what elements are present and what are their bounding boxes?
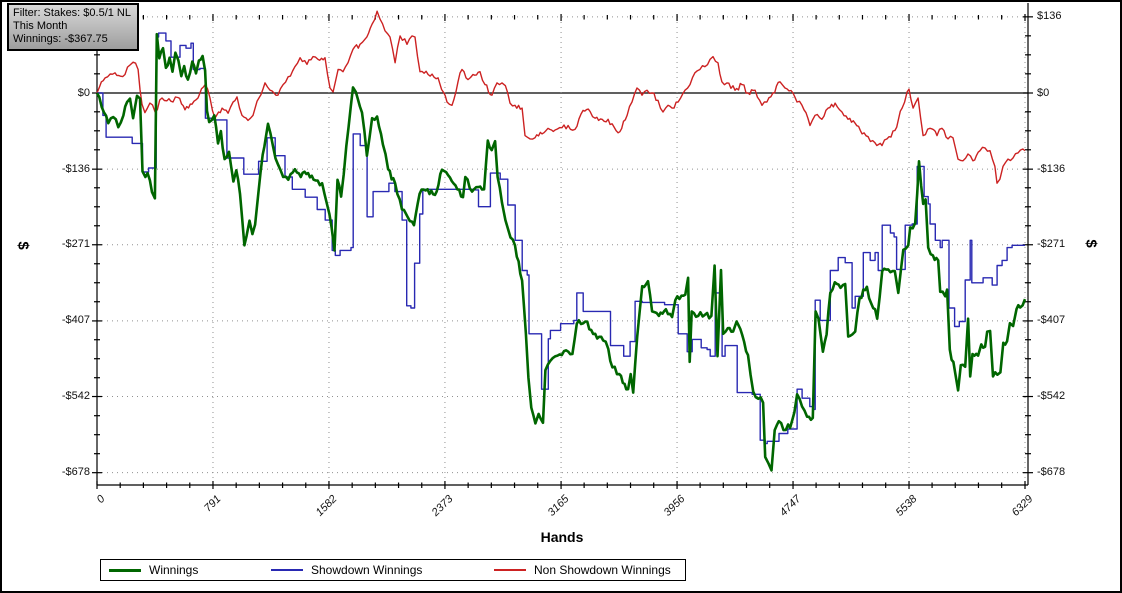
y-tick-label-left: -$542 — [61, 390, 90, 403]
y-tick-label-left: -$271 — [61, 238, 90, 251]
y-tick-label-right: $0 — [1037, 86, 1050, 99]
y-tick-label-right: -$136 — [1037, 162, 1066, 175]
y-tick-label-right: $136 — [1037, 10, 1062, 23]
y-tick-label-right: -$678 — [1037, 466, 1066, 479]
non-showdown-winnings-line — [96, 10, 1026, 184]
showdown-winnings-line — [97, 32, 1025, 445]
x-axis-title: Hands — [540, 529, 584, 545]
legend-item-non-showdown-winnings: Non Showdown Winnings — [494, 560, 671, 580]
legend-item-showdown-winnings: Showdown Winnings — [271, 560, 422, 580]
tooltip-winnings-line: Winnings: -$367.75 — [13, 33, 108, 45]
winnings-line-swatch — [109, 568, 141, 572]
y-tick-label-left: -$678 — [61, 466, 90, 479]
y-tick-label-left: $0 — [77, 86, 90, 99]
y-tick-label-left: -$407 — [61, 314, 90, 327]
y-axis-title-right: $ — [1082, 239, 1100, 248]
y-tick-label-right: -$407 — [1037, 314, 1066, 327]
y-axis-title-left: $ — [14, 241, 32, 250]
y-tick-label-right: -$542 — [1037, 390, 1066, 403]
legend: Winnings Showdown Winnings Non Showdown … — [100, 559, 686, 581]
y-tick-label-left: -$136 — [61, 162, 90, 175]
tooltip-period-line: This Month — [13, 20, 68, 32]
legend-label-winnings: Winnings — [149, 563, 199, 577]
showdown-winnings-line-swatch — [271, 569, 303, 571]
y-tick-label-right: -$271 — [1037, 238, 1066, 251]
non-showdown-winnings-line-swatch — [494, 569, 526, 571]
legend-item-winnings: Winnings — [109, 560, 198, 580]
winnings-line — [95, 32, 1027, 472]
legend-label-non-showdown-winnings: Non Showdown Winnings — [534, 563, 671, 577]
filter-tooltip: Filter: Stakes: $0.5/1 NL This Month Win… — [7, 3, 139, 51]
tooltip-filter-line: Filter: Stakes: $0.5/1 NL — [13, 7, 131, 19]
legend-label-showdown-winnings: Showdown Winnings — [311, 563, 423, 577]
